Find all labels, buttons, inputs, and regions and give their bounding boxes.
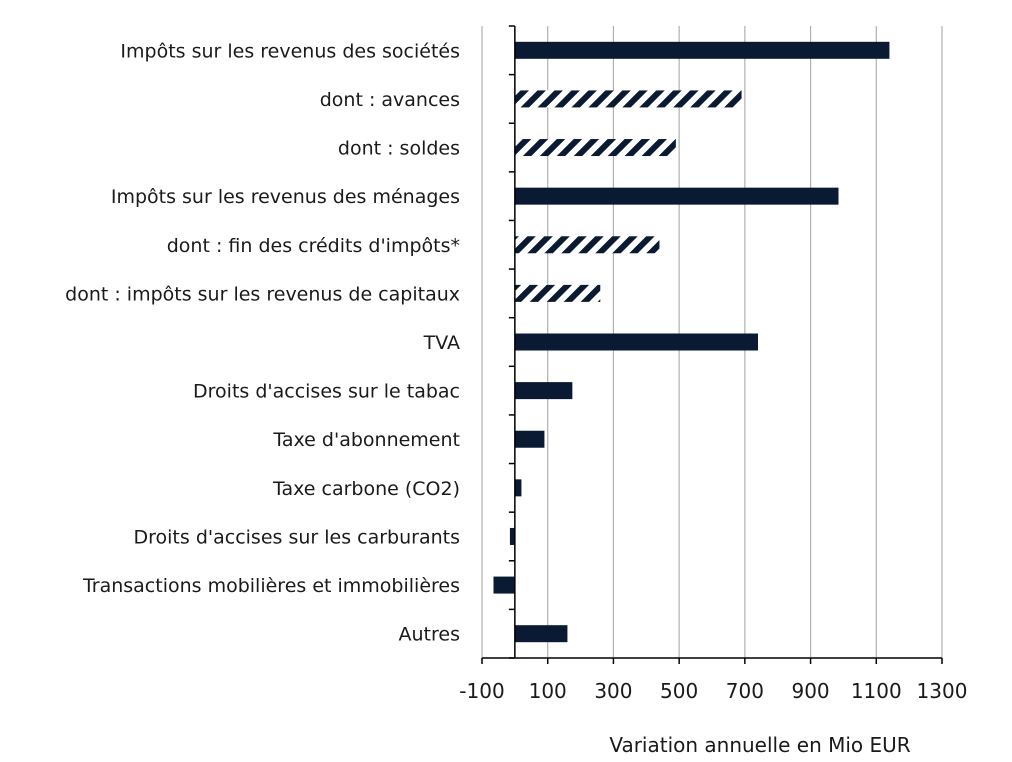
category-label: dont : avances: [320, 89, 460, 111]
category-label: Impôts sur les revenus des sociétés: [120, 40, 460, 62]
category-label: Autres: [399, 624, 460, 646]
axes: [481, 25, 943, 664]
bar: [514, 333, 758, 351]
x-tick-label: 700: [726, 679, 764, 703]
bar: [514, 625, 568, 643]
category-label: Transactions mobilières et immobilières: [82, 575, 460, 597]
bars: [493, 41, 890, 643]
x-tick-label: 100: [529, 679, 567, 703]
category-label: Droits d'accises sur le tabac: [193, 381, 460, 403]
bar: [514, 479, 522, 497]
x-tick-label: 300: [594, 679, 632, 703]
category-label: dont : fin des crédits d'impôts*: [167, 235, 460, 257]
bar: [514, 284, 601, 302]
category-label: TVA: [423, 332, 460, 354]
x-tick-label: 1100: [851, 679, 902, 703]
bar: [514, 139, 676, 157]
category-labels: Impôts sur les revenus des sociétés dont …: [65, 40, 460, 645]
x-tick-label: 1300: [917, 679, 968, 703]
bar: [514, 41, 890, 59]
bar: [514, 236, 660, 254]
category-label: Taxe carbone (CO2): [272, 478, 460, 500]
x-tick-label: -100: [459, 679, 504, 703]
bar: [514, 187, 839, 205]
category-label: dont : impôts sur les revenus de capitau…: [65, 283, 460, 305]
x-tick-label: 500: [660, 679, 698, 703]
bar: [493, 576, 515, 594]
bar: [514, 430, 545, 448]
x-axis-title: Variation annuelle en Mio EUR: [609, 733, 910, 757]
x-tick-label: 900: [791, 679, 829, 703]
category-label: Droits d'accises sur les carburants: [134, 526, 461, 548]
category-label: dont : soldes: [338, 138, 460, 160]
bar: [514, 382, 573, 400]
x-tick-labels: -100 100 300 500 700 900 1100 1300: [459, 679, 967, 703]
category-label: Taxe d'abonnement: [272, 429, 460, 451]
bar: [509, 527, 515, 545]
category-label: Impôts sur les revenus des ménages: [111, 186, 460, 208]
bar: [514, 90, 742, 108]
